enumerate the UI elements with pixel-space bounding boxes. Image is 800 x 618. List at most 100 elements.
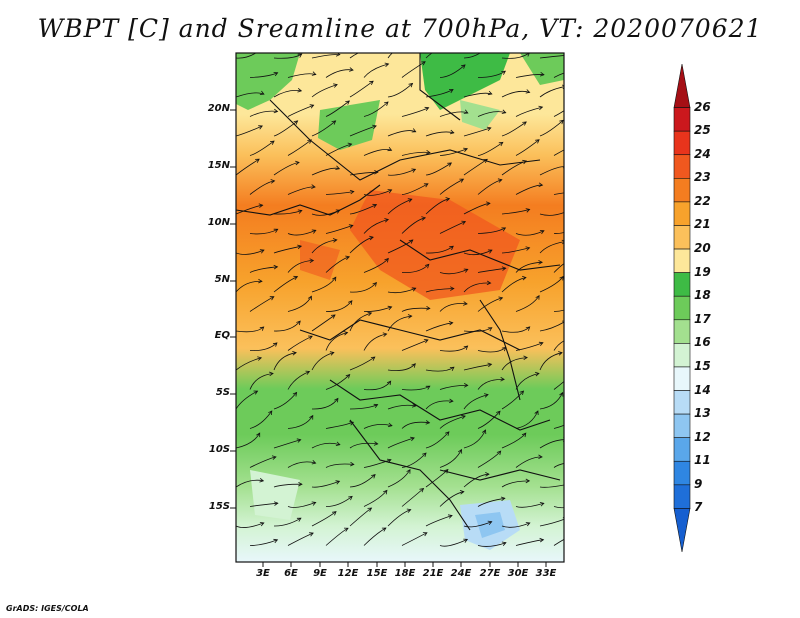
streamline bbox=[273, 210, 302, 215]
streamline-arrowhead bbox=[297, 209, 303, 214]
streamline bbox=[515, 74, 544, 78]
streamline-arrowhead bbox=[447, 514, 453, 519]
streamline bbox=[477, 347, 507, 353]
streamline bbox=[311, 352, 334, 371]
streamline-arrowhead bbox=[296, 438, 302, 443]
streamline-arrowhead bbox=[461, 414, 466, 420]
streamline bbox=[501, 326, 530, 333]
streamline-arrowhead bbox=[424, 106, 430, 112]
streamline-arrowhead bbox=[522, 121, 527, 126]
streamline-arrowhead bbox=[298, 481, 303, 487]
lon-label: 12E bbox=[337, 568, 359, 579]
streamline bbox=[387, 363, 416, 371]
streamline bbox=[553, 263, 564, 273]
streamline-arrowhead bbox=[448, 321, 454, 326]
colorbar-swatch bbox=[673, 413, 691, 438]
streamline-arrowhead bbox=[525, 326, 531, 331]
lat-label: 10N bbox=[207, 217, 230, 228]
streamline-arrowhead bbox=[271, 455, 277, 460]
streamline bbox=[501, 90, 530, 98]
lon-label: 33E bbox=[535, 568, 557, 579]
streamline-arrowhead bbox=[330, 314, 336, 319]
streamline bbox=[463, 282, 491, 293]
streamline bbox=[539, 241, 564, 254]
streamline bbox=[463, 473, 489, 488]
streamline-arrowhead bbox=[484, 393, 489, 398]
streamline-arrowhead bbox=[273, 264, 279, 270]
streamline bbox=[273, 276, 298, 293]
streamline-arrowhead bbox=[521, 432, 527, 438]
streamline bbox=[425, 515, 453, 527]
streamline bbox=[287, 371, 310, 390]
streamline bbox=[311, 54, 340, 59]
streamline-arrowhead bbox=[538, 182, 544, 187]
streamline bbox=[236, 53, 257, 59]
streamline bbox=[363, 63, 389, 78]
wbpt-field bbox=[236, 53, 564, 562]
streamline-arrowhead bbox=[384, 62, 390, 67]
streamline-arrowhead bbox=[425, 385, 431, 390]
streamline bbox=[273, 392, 297, 410]
streamline-arrowhead bbox=[411, 168, 417, 173]
streamline bbox=[349, 236, 374, 254]
streamline-arrowhead bbox=[272, 342, 278, 347]
streamline bbox=[425, 322, 453, 332]
colorbar bbox=[673, 63, 691, 553]
streamline-arrowhead bbox=[311, 71, 317, 76]
streamline bbox=[249, 502, 278, 507]
streamline bbox=[387, 315, 412, 332]
streamline bbox=[463, 92, 492, 98]
streamline bbox=[363, 219, 389, 234]
streamline-arrowhead bbox=[257, 356, 263, 361]
streamline-arrowhead bbox=[577, 227, 581, 231]
streamline-arrowhead bbox=[259, 477, 265, 483]
streamline-arrowhead bbox=[486, 126, 492, 132]
streamline bbox=[515, 184, 543, 195]
colorbar-swatch bbox=[673, 390, 691, 415]
streamline-arrowhead bbox=[487, 327, 493, 332]
streamline-arrowhead bbox=[382, 332, 388, 337]
grads-credit: GrADS: IGES/COLA bbox=[6, 604, 89, 613]
streamline bbox=[387, 53, 393, 59]
streamline-arrowhead bbox=[425, 420, 431, 425]
streamline bbox=[553, 149, 564, 156]
streamline bbox=[249, 266, 278, 273]
lat-label: 5S bbox=[215, 387, 230, 398]
streamline-arrowhead bbox=[538, 341, 544, 347]
streamline bbox=[236, 158, 260, 176]
colorbar-swatch bbox=[673, 154, 691, 179]
streamline-arrowhead bbox=[463, 345, 469, 350]
streamline bbox=[236, 479, 264, 488]
streamline-arrowhead bbox=[269, 296, 275, 301]
streamline bbox=[477, 410, 501, 429]
streamline-arrowhead bbox=[258, 278, 263, 284]
streamline bbox=[387, 239, 414, 254]
colorbar-label: 20 bbox=[694, 241, 711, 256]
streamline-arrowhead bbox=[411, 363, 416, 368]
colorbar-label: 7 bbox=[694, 500, 703, 515]
lon-label: 3E bbox=[256, 568, 270, 579]
streamline-arrowhead bbox=[501, 541, 507, 546]
streamline bbox=[363, 490, 388, 507]
colorbar-label: 25 bbox=[694, 123, 711, 138]
streamline-arrowhead bbox=[273, 228, 279, 233]
lat-label: 20N bbox=[207, 103, 230, 114]
streamline-arrowhead bbox=[348, 495, 353, 501]
streamline bbox=[311, 120, 336, 137]
streamline bbox=[249, 410, 273, 429]
streamline-arrowhead bbox=[332, 238, 338, 243]
streamline bbox=[477, 142, 504, 156]
streamline bbox=[325, 191, 354, 195]
colorbar-swatch bbox=[673, 130, 691, 156]
streamline bbox=[273, 483, 302, 488]
streamline-arrowhead bbox=[463, 301, 468, 306]
streamline-arrowhead bbox=[576, 299, 580, 303]
streamline bbox=[439, 449, 462, 468]
streamline bbox=[311, 314, 336, 332]
streamline-arrowhead bbox=[258, 203, 264, 208]
streamline-arrowhead bbox=[500, 377, 505, 382]
streamline bbox=[236, 390, 258, 410]
streamline bbox=[477, 227, 506, 234]
streamline-arrowhead bbox=[273, 538, 279, 544]
colorbar-swatch bbox=[673, 225, 691, 250]
